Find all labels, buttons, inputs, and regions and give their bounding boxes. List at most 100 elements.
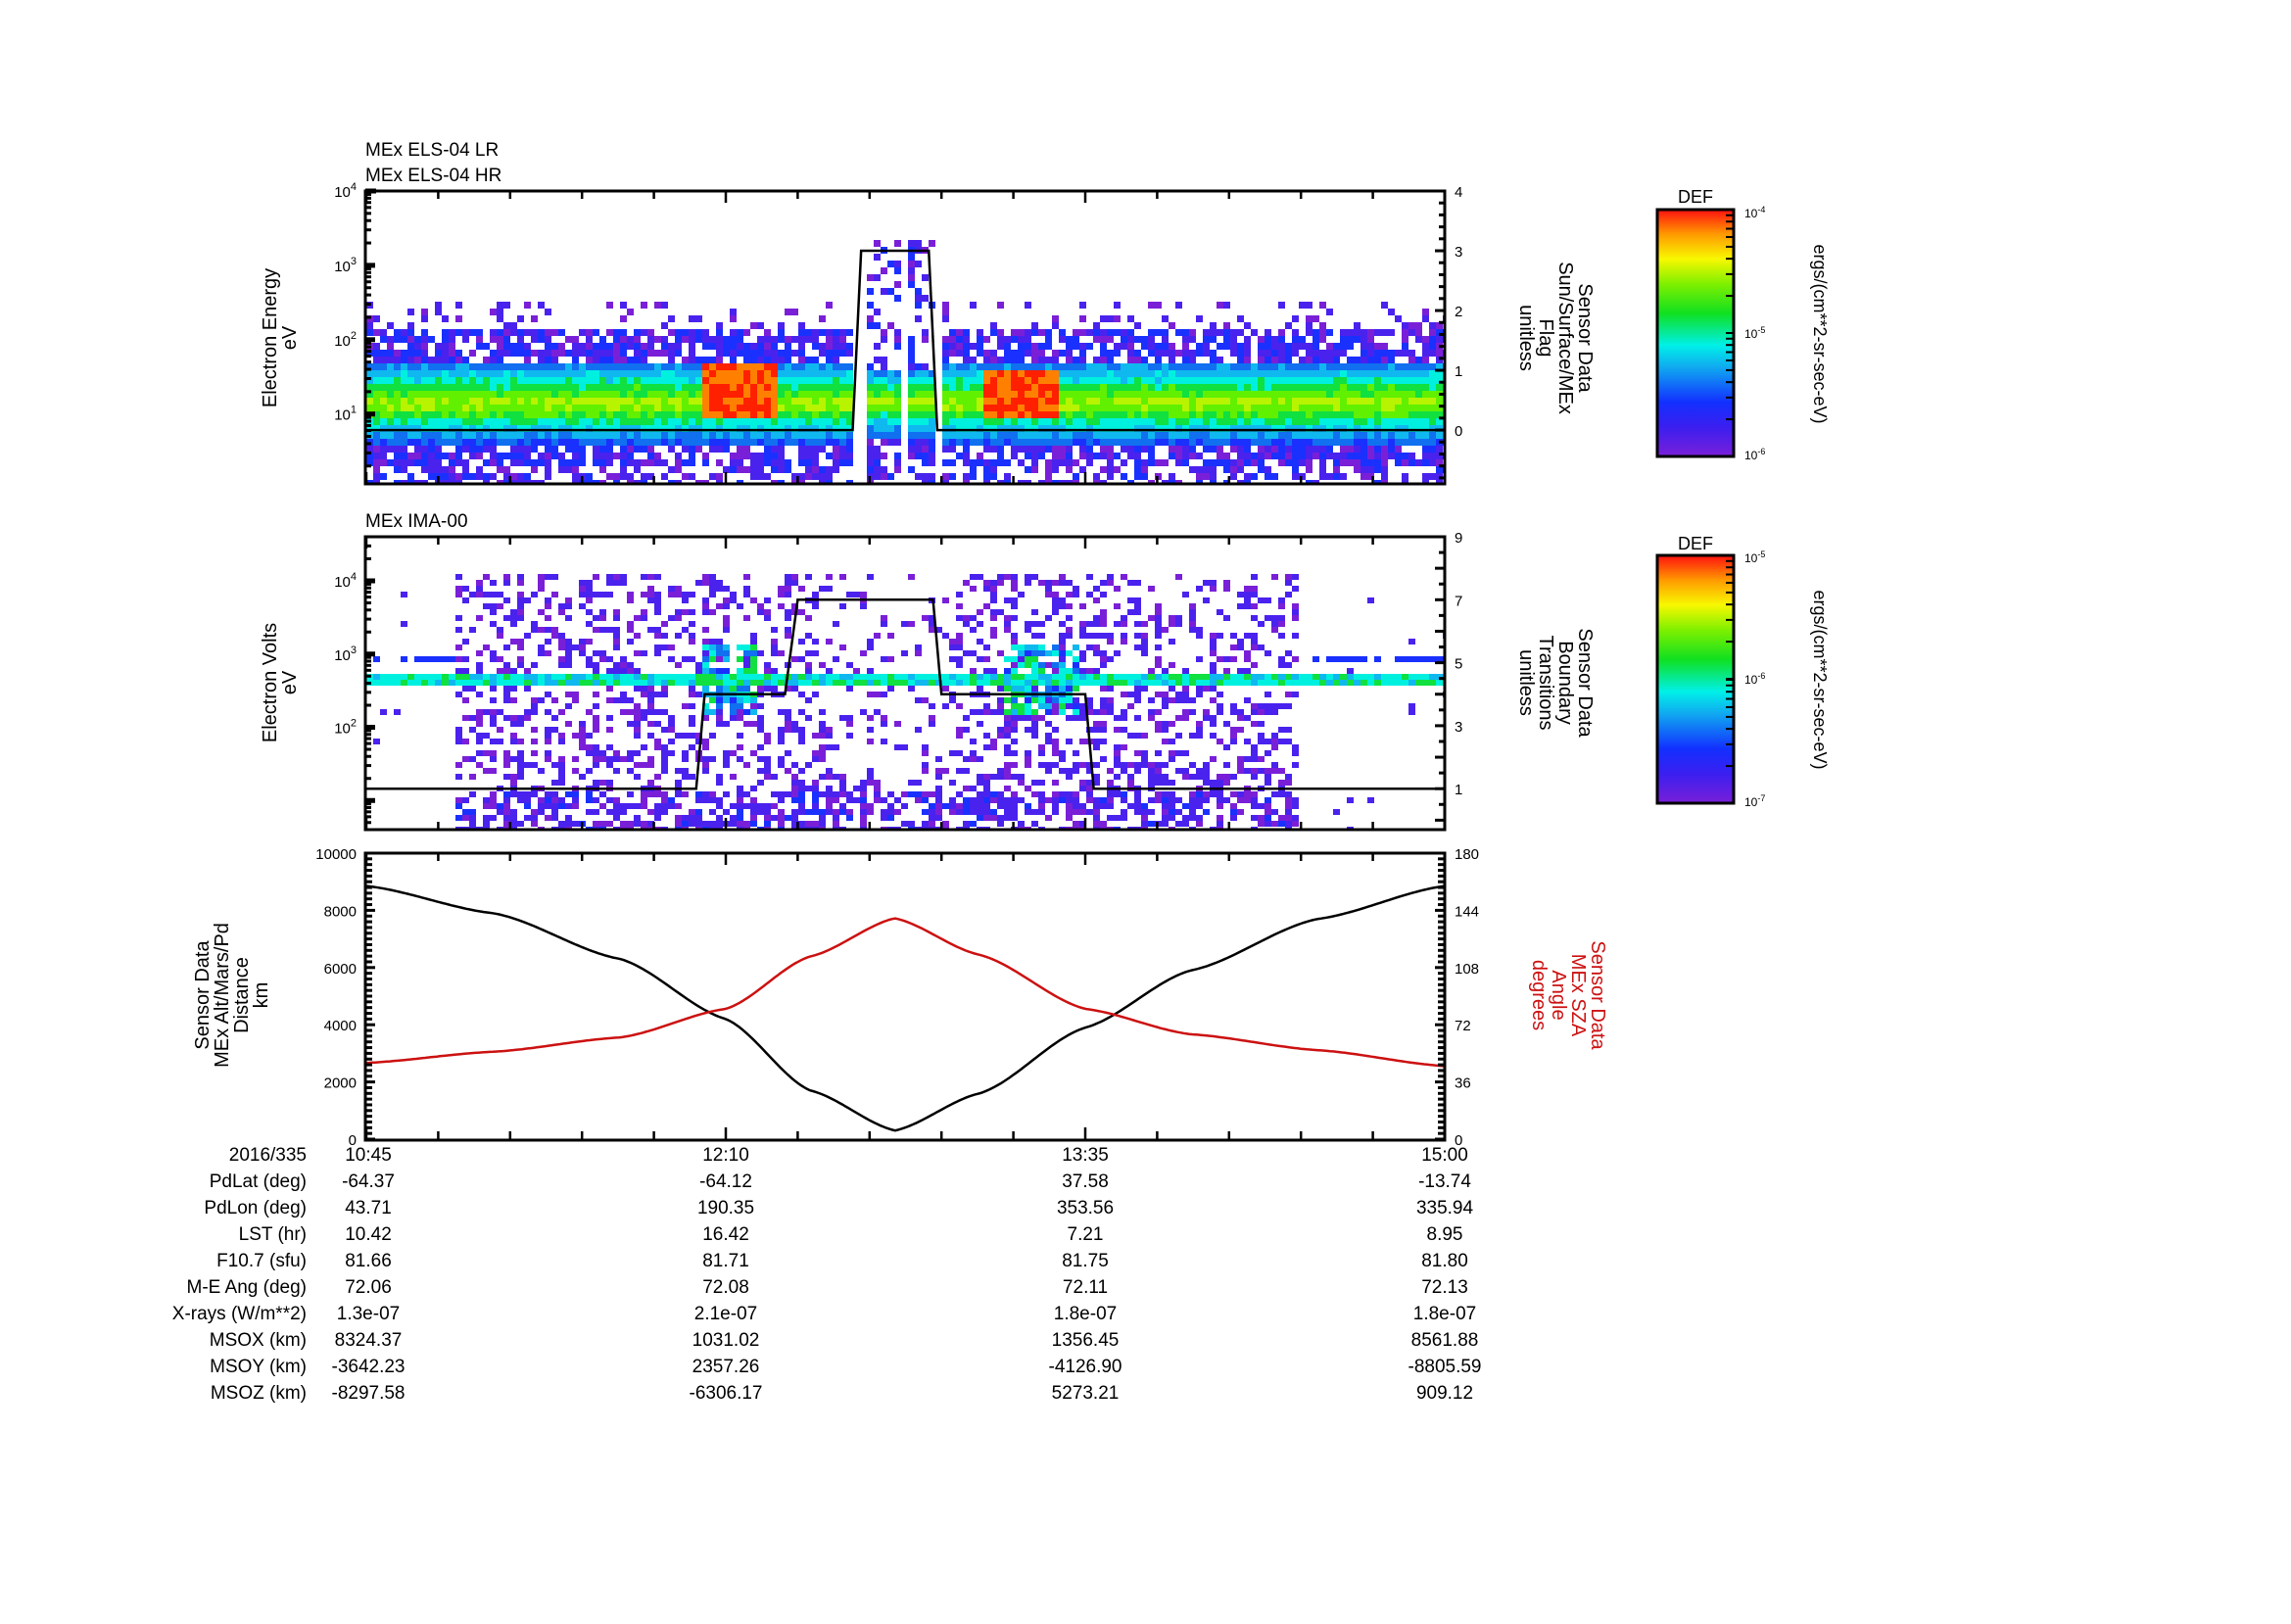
ima-y2label: Sensor Data Boundary Transitions unitles… (1515, 628, 1596, 738)
table-cell: 13:35 (1062, 1142, 1109, 1169)
colorbar-els-ticklabels: 10-4 10-5 10-6 (1744, 205, 1765, 462)
table-cell: -4126.90 (1048, 1354, 1122, 1380)
table-cell: 12:10 (702, 1142, 749, 1169)
table-cell: 10.42 (345, 1221, 392, 1248)
altitude-line (366, 886, 1445, 1131)
cb2-min: 10-7 (1744, 793, 1765, 809)
table-cell: 2.1e-07 (694, 1301, 757, 1327)
table-cell: 1.8e-07 (1054, 1301, 1117, 1327)
svg-text:Flag: Flag (1535, 319, 1556, 358)
els-ylabel: Electron Energy eV (260, 268, 301, 407)
ima-boundary-line (366, 599, 1445, 788)
table-cell: -13.74 (1418, 1169, 1471, 1195)
svg-text:3: 3 (1455, 244, 1462, 261)
panel-els: MEx ELS-04 LR MEx ELS-04 HR 101102103104… (260, 140, 1596, 487)
svg-text:Electron Energy: Electron Energy (260, 268, 281, 407)
table-row-label: LST (hr) (239, 1221, 307, 1248)
table-cell: 16.42 (702, 1221, 749, 1248)
els-spectrogram (366, 240, 1450, 487)
svg-text:102: 102 (334, 330, 357, 350)
panel-ima-title: MEx IMA-00 (365, 511, 468, 532)
table-row-label: MSOZ (km) (211, 1380, 307, 1407)
table-cell: 8.95 (1427, 1221, 1463, 1248)
table-cell: -64.12 (699, 1169, 752, 1195)
table-cell: 72.06 (345, 1274, 392, 1301)
table-row-label: F10.7 (sfu) (216, 1248, 307, 1274)
cb1-min: 10-6 (1744, 447, 1765, 462)
cb1-max: 10-4 (1744, 205, 1765, 220)
svg-text:103: 103 (334, 256, 357, 275)
table-row-label: MSOX (km) (210, 1327, 307, 1354)
table-cell: 1.8e-07 (1413, 1301, 1476, 1327)
table-cell: 2357.26 (692, 1354, 760, 1380)
panel-els-title-hr: MEx ELS-04 HR (365, 166, 501, 186)
colorbar-els-title: DEF (1678, 187, 1713, 207)
alt-frame (365, 853, 1445, 1140)
colorbar-ima-units: ergs/(cm**2-sr-sec-eV) (1810, 590, 1830, 769)
table-cell: -8805.59 (1408, 1354, 1481, 1380)
table-cell: 81.75 (1062, 1248, 1109, 1274)
table-cell: 81.71 (702, 1248, 749, 1274)
svg-text:2: 2 (1455, 304, 1462, 320)
table-cell: 7.21 (1068, 1221, 1104, 1248)
colorbar-els: DEF 10-4 10-5 10-6 ergs/(cm**2-sr-sec-eV… (1657, 187, 1830, 462)
table-cell: 72.08 (702, 1274, 749, 1301)
colorbar-ima: DEF 10-5 10-6 10-7 ergs/(cm**2-sr-sec-eV… (1657, 534, 1830, 809)
table-row-label: 2016/335 (229, 1142, 307, 1169)
table-cell: 43.71 (345, 1195, 392, 1221)
cb2-mid: 10-6 (1744, 671, 1765, 687)
colorbar-els-gradient (1657, 210, 1734, 456)
table-cell: 72.11 (1063, 1274, 1108, 1301)
panel-els-title-lr: MEx ELS-04 LR (365, 140, 499, 161)
colorbar-ima-ticklabels: 10-5 10-6 10-7 (1744, 549, 1765, 809)
alt-ylabel: Sensor Data MEx Alt/Mars/Pd Distance km (192, 923, 272, 1068)
table-cell: -6306.17 (689, 1380, 762, 1407)
table-cell: 8561.88 (1411, 1327, 1479, 1354)
table-cell: 190.35 (697, 1195, 754, 1221)
colorbar-ima-gradient (1657, 555, 1734, 803)
table-row-label: X-rays (W/m**2) (172, 1301, 307, 1327)
ima-ylabel: Electron Volts eV (260, 623, 301, 742)
svg-text:eV: eV (279, 325, 301, 350)
sza-y2label: Sensor Data MEx SZA Angle degrees (1528, 940, 1608, 1050)
colorbar-ima-title: DEF (1678, 534, 1713, 553)
cb1-mid: 10-5 (1744, 325, 1765, 341)
table-cell: 81.66 (345, 1248, 392, 1274)
colorbar-els-units: ergs/(cm**2-sr-sec-eV) (1810, 244, 1830, 423)
table-cell: 335.94 (1416, 1195, 1473, 1221)
table-cell: 1031.02 (692, 1327, 760, 1354)
cb2-max: 10-5 (1744, 549, 1765, 565)
table-row-label: M-E Ang (deg) (187, 1274, 308, 1301)
table-cell: 353.56 (1057, 1195, 1114, 1221)
svg-text:Sensor Data: Sensor Data (1574, 283, 1596, 393)
table-cell: 8324.37 (335, 1327, 403, 1354)
svg-text:1: 1 (1455, 363, 1462, 380)
table-row-label: PdLon (deg) (204, 1195, 307, 1221)
svg-text:unitless: unitless (1515, 305, 1537, 371)
table-cell: 909.12 (1416, 1380, 1473, 1407)
ima-spectrogram (366, 574, 1450, 833)
svg-text:Sun/Surface/MEx: Sun/Surface/MEx (1554, 262, 1576, 414)
table-cell: 37.58 (1062, 1169, 1109, 1195)
table-cell: 15:00 (1421, 1142, 1468, 1169)
svg-text:0: 0 (1455, 423, 1462, 440)
svg-text:101: 101 (334, 405, 357, 424)
table-row-label: MSOY (km) (210, 1354, 307, 1380)
svg-text:4: 4 (1455, 184, 1462, 201)
table-cell: 81.80 (1421, 1248, 1468, 1274)
sza-line (366, 919, 1445, 1067)
table-row-label: PdLat (deg) (210, 1169, 307, 1195)
svg-text:104: 104 (334, 181, 357, 201)
els-y2label: Sensor Data Sun/Surface/MEx Flag unitles… (1515, 262, 1596, 414)
table-cell: -8297.58 (331, 1380, 405, 1407)
table-cell: -3642.23 (331, 1354, 405, 1380)
table-cell: 1356.45 (1052, 1327, 1120, 1354)
table-cell: 5273.21 (1052, 1380, 1120, 1407)
svg-text:ergs/(cm**2-sr-sec-eV): ergs/(cm**2-sr-sec-eV) (1810, 244, 1830, 423)
table-cell: 1.3e-07 (337, 1301, 400, 1327)
table-cell: 72.13 (1421, 1274, 1468, 1301)
